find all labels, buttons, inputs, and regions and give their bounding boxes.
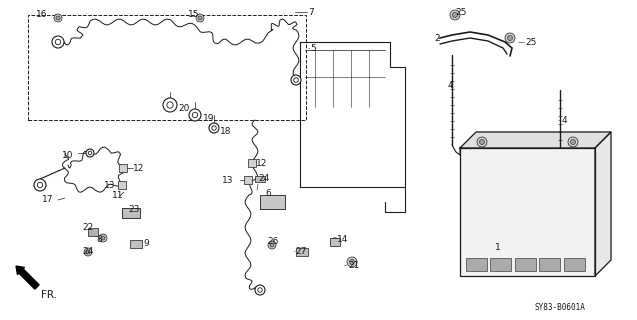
Polygon shape	[595, 132, 611, 276]
Bar	[248, 159, 256, 167]
Circle shape	[167, 102, 173, 108]
Text: 8: 8	[96, 236, 102, 244]
Bar	[260, 195, 285, 209]
Circle shape	[333, 240, 337, 244]
Bar	[460, 148, 595, 276]
Circle shape	[211, 126, 216, 130]
Circle shape	[198, 16, 202, 20]
Circle shape	[101, 236, 105, 240]
Text: 16: 16	[36, 10, 48, 19]
Circle shape	[54, 14, 62, 22]
Bar	[490, 258, 511, 271]
Bar	[118, 181, 126, 189]
Bar	[130, 240, 142, 248]
Text: 18: 18	[220, 126, 231, 135]
Circle shape	[350, 260, 355, 265]
Text: 6: 6	[265, 188, 271, 197]
Circle shape	[189, 109, 201, 121]
Text: 1: 1	[495, 244, 501, 252]
Circle shape	[209, 123, 219, 133]
Text: 22: 22	[82, 223, 93, 233]
Bar	[515, 258, 536, 271]
Bar	[539, 258, 560, 271]
Circle shape	[291, 75, 301, 85]
Circle shape	[86, 250, 90, 254]
Circle shape	[52, 36, 64, 48]
Text: 15: 15	[188, 10, 199, 19]
Circle shape	[270, 243, 274, 247]
Circle shape	[450, 10, 460, 20]
Circle shape	[88, 151, 92, 155]
Circle shape	[99, 234, 107, 242]
Circle shape	[477, 137, 487, 147]
Bar	[122, 208, 140, 218]
Text: 24: 24	[82, 247, 93, 257]
Text: 10: 10	[62, 150, 73, 159]
Bar	[119, 164, 127, 172]
Text: 20: 20	[178, 103, 189, 113]
Circle shape	[258, 288, 262, 292]
Circle shape	[56, 16, 60, 20]
Text: 4: 4	[562, 116, 568, 124]
Text: 26: 26	[267, 237, 278, 246]
Circle shape	[480, 140, 485, 145]
Text: 5: 5	[310, 44, 316, 52]
Circle shape	[508, 36, 513, 41]
Bar	[255, 176, 265, 182]
Circle shape	[452, 12, 457, 18]
Text: 2: 2	[434, 34, 440, 43]
Text: 24: 24	[258, 173, 269, 182]
Circle shape	[331, 238, 339, 246]
Text: 12: 12	[256, 158, 268, 167]
Circle shape	[86, 149, 94, 157]
Text: 13: 13	[222, 175, 234, 185]
Circle shape	[568, 137, 578, 147]
Circle shape	[505, 33, 515, 43]
Bar	[88, 228, 98, 236]
Circle shape	[294, 78, 298, 82]
Bar	[296, 248, 308, 256]
Circle shape	[347, 257, 357, 267]
Circle shape	[163, 98, 177, 112]
Bar	[330, 238, 340, 246]
Text: 23: 23	[128, 205, 140, 214]
Bar	[244, 176, 252, 184]
Text: 4: 4	[448, 81, 454, 90]
Bar	[466, 258, 487, 271]
Text: 14: 14	[337, 236, 348, 244]
Polygon shape	[460, 132, 611, 148]
Circle shape	[255, 285, 265, 295]
Circle shape	[55, 39, 61, 45]
Circle shape	[196, 14, 204, 22]
Circle shape	[268, 241, 276, 249]
Circle shape	[571, 140, 575, 145]
Text: 27: 27	[295, 247, 306, 257]
Circle shape	[192, 112, 197, 118]
Text: FR.: FR.	[41, 290, 57, 300]
Circle shape	[84, 248, 92, 256]
Text: 12: 12	[133, 164, 145, 172]
Text: 25: 25	[455, 7, 466, 17]
Text: 11: 11	[112, 191, 124, 201]
Text: SY83-B0601A: SY83-B0601A	[535, 303, 586, 312]
FancyArrow shape	[16, 266, 39, 289]
Text: 19: 19	[203, 114, 215, 123]
Circle shape	[38, 182, 43, 188]
Text: 9: 9	[143, 238, 149, 247]
Text: 25: 25	[525, 37, 536, 46]
Text: 7: 7	[308, 7, 314, 17]
Bar	[28, 15, 306, 120]
Circle shape	[34, 179, 46, 191]
Text: 17: 17	[42, 196, 54, 204]
Text: 21: 21	[348, 260, 359, 269]
Text: 13: 13	[104, 180, 115, 189]
Bar	[564, 258, 585, 271]
